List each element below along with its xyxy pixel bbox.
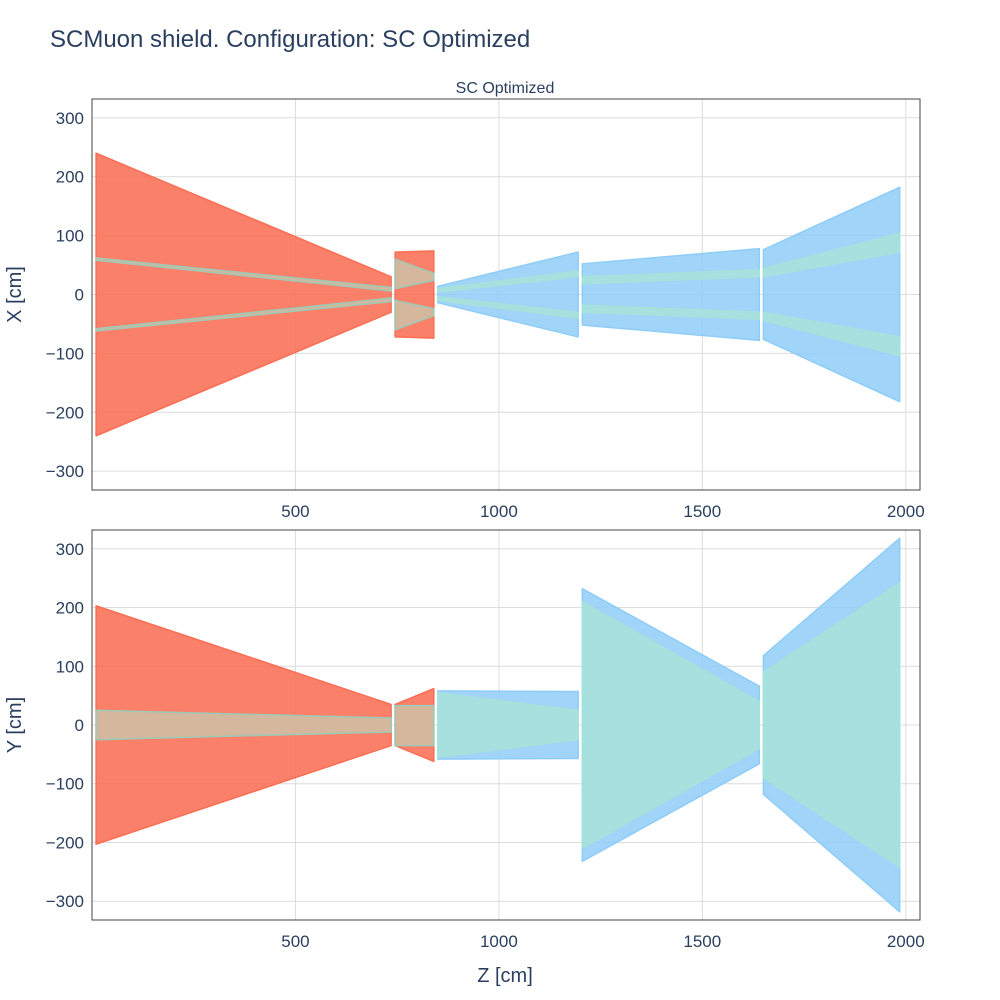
y-tick-label: −300	[46, 462, 84, 481]
x-tick-label: 1500	[683, 502, 721, 521]
x-tick-label: 2000	[887, 502, 925, 521]
y-tick-label: 0	[75, 716, 84, 735]
y-axis-title: Y [cm]	[4, 697, 26, 753]
magnet-cold-core-shape-7	[437, 270, 579, 293]
x-tick-label: 1000	[480, 502, 518, 521]
y-tick-label: 100	[56, 657, 84, 676]
y-tick-label: −300	[46, 892, 84, 911]
y-tick-label: −200	[46, 833, 84, 852]
magnet-cold-core-shape-7	[581, 600, 761, 850]
chart-title: SCMuon shield. Configuration: SC Optimiz…	[50, 26, 531, 53]
x-tick-label: 1000	[480, 932, 518, 951]
magnet-cold-core-shape-8	[437, 296, 579, 319]
magnet-cold-core-shape-13	[762, 232, 901, 278]
y-tick-label: 300	[56, 109, 84, 128]
y-tick-label: −100	[46, 344, 84, 363]
magnet-cold-core-shape-14	[762, 311, 901, 357]
magnet-cold-core-shape-5	[437, 691, 579, 759]
magnet-cold-shape-6	[437, 251, 579, 338]
magnet-cold-shape-9	[581, 247, 761, 342]
x-tick-label: 2000	[887, 932, 925, 951]
y-tick-label: −100	[46, 775, 84, 794]
x-tick-label: 1500	[683, 932, 721, 951]
y-tick-label: −200	[46, 403, 84, 422]
x-tick-label: 500	[281, 502, 309, 521]
y-tick-label: 100	[56, 227, 84, 246]
y-tick-label: 200	[56, 599, 84, 618]
plot-frame	[91, 529, 921, 921]
magnet-warm-core-shape-3	[394, 704, 435, 747]
plot-frame	[91, 98, 921, 491]
magnet-warm-core-shape-4	[394, 258, 435, 290]
shield-shapes	[95, 152, 901, 437]
x-axis-title: Z [cm]	[477, 965, 533, 987]
x-tick-label: 500	[281, 932, 309, 951]
magnet-cold-core-shape-9	[762, 582, 901, 868]
y-tick-label: 200	[56, 168, 84, 187]
y-axis-title: X [cm]	[4, 266, 26, 323]
magnet-cold-core-shape-11	[581, 304, 761, 320]
magnet-cold-shape-12	[762, 186, 901, 403]
magnet-warm-core-shape-1	[95, 709, 392, 741]
magnet-cold-core-shape-10	[581, 269, 761, 285]
y-tick-label: 0	[75, 286, 84, 305]
magnet-warm-shape-0	[95, 152, 392, 437]
shield-shapes	[95, 537, 901, 913]
magnet-warm-core-shape-2	[95, 297, 392, 332]
y-tick-label: 300	[56, 540, 84, 559]
magnet-warm-core-shape-1	[95, 257, 392, 292]
magnet-warm-core-shape-5	[394, 299, 435, 331]
subplot-title: SC Optimized	[455, 80, 555, 97]
